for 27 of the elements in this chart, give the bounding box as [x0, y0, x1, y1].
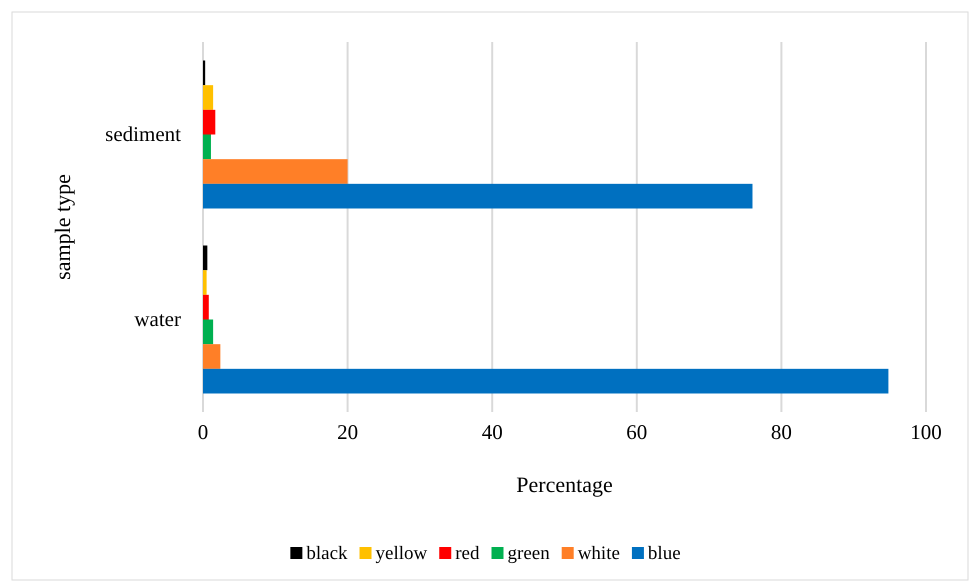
- legend-label: white: [578, 543, 620, 564]
- bar: [203, 159, 348, 184]
- x-tick-label: 0: [198, 420, 208, 444]
- x-tick-label: 60: [626, 420, 648, 444]
- bar: [203, 110, 216, 134]
- x-tick-label: 80: [770, 420, 792, 444]
- legend-label: blue: [648, 543, 681, 564]
- bar: [203, 184, 752, 208]
- x-tick-label: 40: [482, 420, 503, 444]
- bar: [203, 294, 209, 320]
- x-tick-label: 20: [337, 420, 358, 444]
- bar: [203, 270, 207, 295]
- bar: [203, 344, 220, 369]
- x-axis-title: Percentage: [516, 472, 613, 497]
- bar: [203, 134, 211, 160]
- y-tick-label: sediment: [105, 122, 182, 146]
- legend-label: yellow: [376, 543, 428, 564]
- y-tick-label: water: [134, 307, 181, 332]
- legend-label: red: [455, 543, 480, 564]
- bar: [203, 320, 214, 344]
- legend-label: black: [306, 543, 348, 564]
- x-tick-label: 100: [910, 420, 942, 444]
- bar: [203, 85, 214, 110]
- y-axis-title: sample type: [50, 174, 75, 280]
- bar: [203, 368, 888, 394]
- bar: [203, 246, 208, 270]
- legend-label: green: [508, 543, 550, 564]
